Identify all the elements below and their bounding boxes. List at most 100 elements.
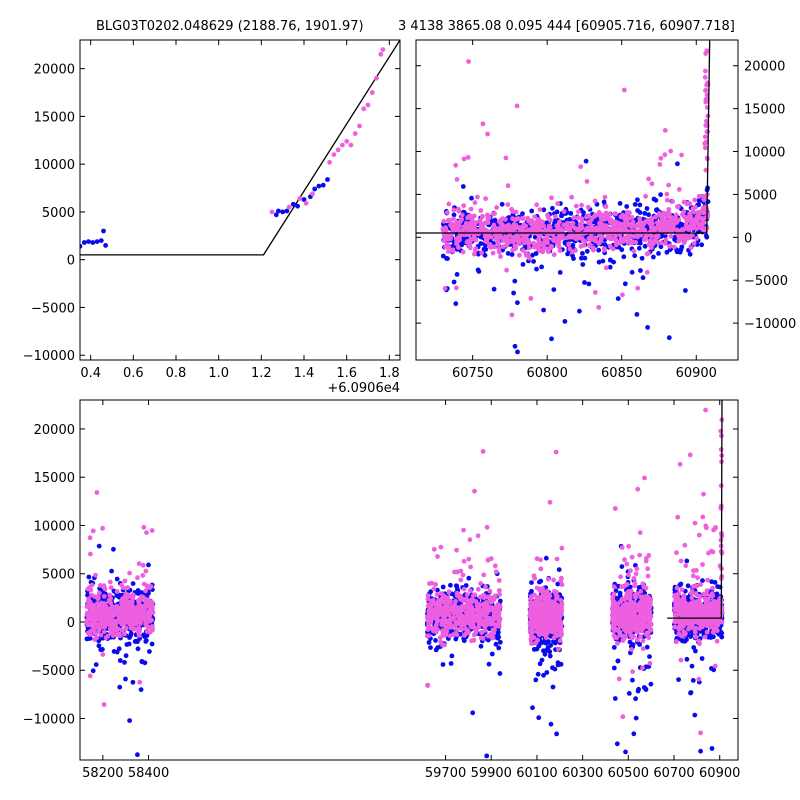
data-point <box>530 252 535 258</box>
data-point <box>568 211 574 216</box>
data-point <box>496 619 502 625</box>
data-point <box>688 690 694 695</box>
data-point <box>657 212 662 218</box>
data-point <box>701 197 707 203</box>
data-point <box>680 212 685 218</box>
data-point <box>108 623 114 629</box>
x-tick-label: 60800 <box>527 366 568 381</box>
data-point <box>94 239 100 245</box>
data-point <box>659 219 665 225</box>
data-point <box>119 598 124 603</box>
data-point <box>692 712 698 718</box>
data-point <box>602 223 608 228</box>
data-point <box>96 543 102 549</box>
data-point <box>450 604 456 610</box>
data-point <box>640 275 646 281</box>
data-point <box>629 221 634 227</box>
data-point <box>426 640 432 645</box>
data-point <box>664 191 670 197</box>
data-point <box>505 183 511 189</box>
data-point <box>452 224 458 230</box>
data-point <box>472 251 477 257</box>
data-point <box>129 599 135 605</box>
data-point <box>674 227 680 233</box>
data-point <box>647 238 653 244</box>
data-point <box>440 226 446 232</box>
data-point <box>495 240 501 246</box>
data-point <box>451 207 457 213</box>
data-point <box>114 576 120 582</box>
data-point <box>447 236 453 242</box>
data-point <box>479 630 485 635</box>
data-point <box>426 610 432 616</box>
data-point <box>460 618 465 624</box>
data-point <box>601 247 607 253</box>
data-point <box>616 226 622 231</box>
data-point <box>448 582 453 588</box>
data-point <box>435 618 441 623</box>
y-tick-label: 5000 <box>744 188 777 203</box>
data-point <box>648 681 654 687</box>
data-point <box>138 687 144 692</box>
data-point <box>149 599 155 605</box>
data-point <box>621 239 626 244</box>
data-point <box>636 245 642 251</box>
data-point <box>521 240 527 246</box>
data-point <box>702 145 708 151</box>
data-point <box>622 216 627 222</box>
data-point <box>547 224 553 230</box>
data-point <box>440 584 446 590</box>
data-point <box>87 604 93 610</box>
data-point <box>690 678 696 683</box>
data-point <box>661 223 667 229</box>
data-point <box>335 147 341 153</box>
data-point <box>142 660 148 666</box>
data-point <box>644 269 650 275</box>
data-point <box>675 204 681 210</box>
data-point <box>549 336 554 342</box>
data-point <box>569 194 574 200</box>
data-point <box>596 240 601 246</box>
data-point <box>596 247 602 253</box>
data-point <box>715 584 720 589</box>
data-point <box>344 138 350 144</box>
data-point <box>541 223 547 229</box>
data-point <box>90 528 96 534</box>
data-point <box>503 217 508 222</box>
data-point <box>654 207 660 213</box>
data-point <box>133 621 139 627</box>
data-point <box>503 155 509 161</box>
data-point <box>97 583 103 588</box>
data-point <box>471 213 477 219</box>
data-point <box>480 636 486 641</box>
data-point <box>513 216 519 222</box>
data-point <box>122 578 128 584</box>
data-point <box>523 251 529 257</box>
data-point <box>437 601 443 607</box>
data-point <box>86 598 92 603</box>
data-point <box>473 246 479 252</box>
data-point <box>463 631 469 636</box>
data-point <box>461 586 467 592</box>
data-point <box>496 578 502 583</box>
data-point <box>611 645 617 650</box>
data-point <box>280 209 286 215</box>
data-point <box>444 242 450 247</box>
data-point <box>483 242 488 248</box>
data-point <box>107 612 113 618</box>
data-point <box>644 251 650 257</box>
data-point <box>683 288 688 293</box>
data-point <box>586 281 592 287</box>
data-point <box>269 209 275 215</box>
data-point <box>544 670 550 675</box>
data-point <box>80 243 83 249</box>
data-point <box>446 201 452 207</box>
data-point <box>138 621 143 626</box>
data-point <box>118 612 123 618</box>
data-point <box>84 612 90 618</box>
data-point <box>496 249 502 255</box>
data-point <box>135 575 140 581</box>
data-point <box>92 598 97 604</box>
data-point <box>591 245 596 251</box>
data-point <box>493 623 499 629</box>
